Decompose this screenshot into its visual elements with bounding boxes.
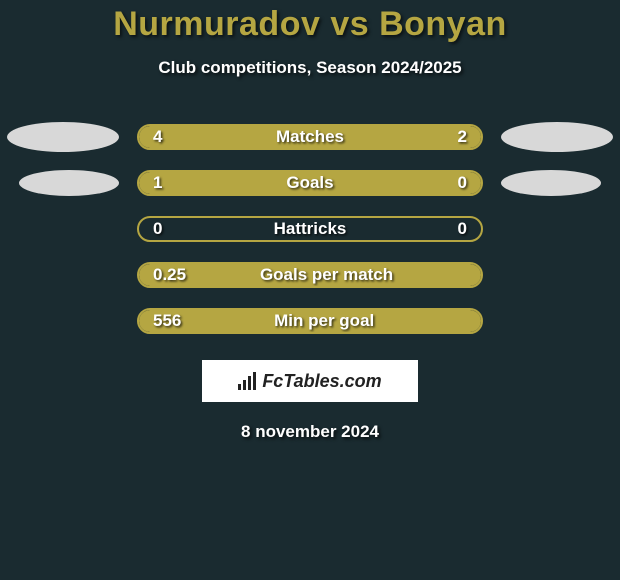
bar-track: 0 Hattricks 0 bbox=[137, 216, 483, 242]
h2h-chart: 4 Matches 2 1 Goals 0 bbox=[0, 114, 620, 344]
subtitle: Club competitions, Season 2024/2025 bbox=[0, 58, 620, 78]
player-right-marker bbox=[501, 122, 613, 152]
player-left-marker bbox=[7, 122, 119, 152]
bar-track: 0.25 Goals per match bbox=[137, 262, 483, 288]
left-value: 1 bbox=[139, 173, 176, 193]
bar-track: 556 Min per goal bbox=[137, 308, 483, 334]
player-left-marker bbox=[19, 170, 119, 196]
stat-label: Goals per match bbox=[200, 265, 453, 285]
left-value: 4 bbox=[139, 127, 176, 147]
bar-track: 4 Matches 2 bbox=[137, 124, 483, 150]
bar-track: 1 Goals 0 bbox=[137, 170, 483, 196]
logo-bars-icon bbox=[238, 372, 256, 390]
left-value: 556 bbox=[139, 311, 195, 331]
stat-row-mpg: 556 Min per goal bbox=[0, 298, 620, 344]
right-value: 0 bbox=[444, 219, 481, 239]
page-title: Nurmuradov vs Bonyan bbox=[0, 5, 620, 44]
right-value: 0 bbox=[444, 173, 481, 193]
logo-text: FcTables.com bbox=[262, 371, 381, 392]
date-label: 8 november 2024 bbox=[0, 422, 620, 442]
stat-row-matches: 4 Matches 2 bbox=[0, 114, 620, 160]
stat-label: Goals bbox=[176, 173, 443, 193]
player-right-marker bbox=[501, 170, 601, 196]
stat-label: Min per goal bbox=[195, 311, 453, 331]
stat-label: Matches bbox=[176, 127, 443, 147]
stat-row-gpm: 0.25 Goals per match bbox=[0, 252, 620, 298]
right-value: 2 bbox=[444, 127, 481, 147]
left-value: 0 bbox=[139, 219, 176, 239]
stat-row-hattricks: 0 Hattricks 0 bbox=[0, 206, 620, 252]
stat-label: Hattricks bbox=[176, 219, 443, 239]
stat-row-goals: 1 Goals 0 bbox=[0, 160, 620, 206]
logo: FcTables.com bbox=[202, 360, 418, 402]
left-value: 0.25 bbox=[139, 265, 200, 285]
